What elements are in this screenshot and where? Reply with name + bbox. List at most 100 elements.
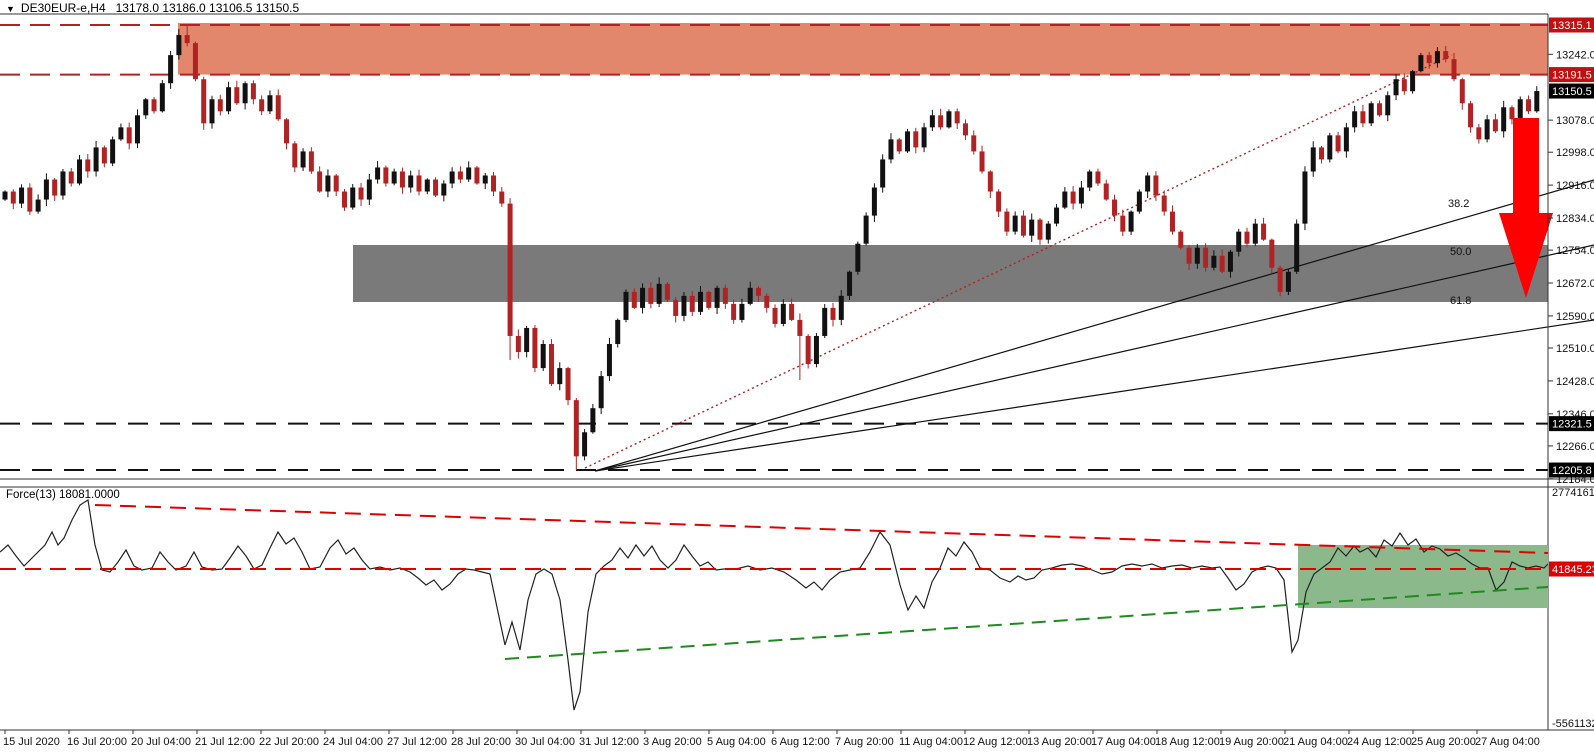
candle-body (1054, 207, 1060, 224)
candle-body (1277, 267, 1283, 292)
chart-title-bar: ▼ DE30EUR-e,H4 13178.0 13186.0 13106.5 131… (6, 1, 299, 15)
candle-body (706, 291, 712, 308)
candle-body (780, 303, 786, 324)
candle-body (1169, 211, 1175, 232)
price-badge-label: 13315.1 (1552, 20, 1592, 32)
support-zone (353, 245, 1548, 302)
candle-body (830, 307, 836, 320)
candle-body (168, 55, 174, 84)
price-tick-label: 12510.0 (1556, 343, 1594, 355)
candle-body (1534, 91, 1540, 112)
candle-body (1393, 79, 1399, 96)
candle-body (739, 303, 745, 320)
candle-body (317, 171, 323, 192)
horizontal-lines-layer (0, 24, 1548, 472)
candle-body (664, 283, 670, 300)
price-badge-label: 13150.5 (1552, 86, 1592, 98)
time-label: 30 Jul 04:00 (515, 736, 575, 748)
candle-body (673, 299, 679, 316)
time-label: 31 Jul 12:00 (579, 736, 639, 748)
candle-body (1501, 107, 1507, 132)
candle-body (764, 295, 770, 308)
indicator-value-badge-label: 41845.23 (1552, 564, 1594, 576)
symbol-period-label: DE30EUR-e,H4 (20, 1, 106, 15)
candle-body (284, 119, 290, 144)
candle-body (615, 319, 621, 344)
candle-body (1376, 103, 1382, 116)
candle-body (242, 83, 248, 104)
candle-body (366, 179, 372, 200)
candle-body (1037, 219, 1043, 240)
candle-body (1145, 175, 1151, 192)
candle-body (292, 143, 298, 168)
candle-body (341, 191, 347, 208)
candle-body (755, 287, 761, 296)
candle-body (1294, 223, 1300, 272)
candle-body (118, 127, 124, 140)
price-tick-label: 12266.0 (1556, 441, 1594, 453)
candle-body (1211, 255, 1217, 268)
time-label: 24 Aug 12:00 (1347, 736, 1412, 748)
candle-body (2, 191, 8, 200)
time-label: 15 Jul 2020 (3, 736, 60, 748)
candle-body (350, 187, 356, 208)
candle-body (52, 179, 58, 196)
time-label: 20 Jul 04:00 (131, 736, 191, 748)
candle-body (557, 368, 563, 385)
candle-body (838, 295, 844, 320)
candle-body (971, 135, 977, 152)
candle-body (1062, 191, 1068, 208)
candle-body (805, 335, 811, 365)
candle-body (466, 167, 472, 180)
chart-dropdown-icon[interactable]: ▼ (6, 4, 15, 14)
candle-body (532, 327, 538, 369)
candle-body (979, 151, 985, 172)
candle-body (507, 203, 513, 336)
time-label: 18 Aug 12:00 (1155, 736, 1220, 748)
candle-body (987, 171, 993, 192)
candle-body (1186, 247, 1192, 264)
candle-body (871, 187, 877, 216)
candle-body (722, 287, 728, 304)
candle-body (1136, 191, 1142, 212)
candle-body (391, 171, 397, 184)
time-label: 17 Aug 04:00 (1091, 736, 1156, 748)
candle-body (375, 167, 381, 180)
candle-body (151, 99, 157, 112)
candle-body (1468, 103, 1474, 128)
candle-body (573, 400, 579, 457)
candle-body (1285, 271, 1291, 292)
candle-body (946, 111, 952, 128)
candle-body (1269, 239, 1275, 268)
candle-body (540, 343, 546, 369)
indicator-layer: 41845.23 (0, 499, 1594, 711)
price-tick-label: 13078.0 (1556, 115, 1594, 127)
candle-body (813, 335, 819, 365)
candle-body (259, 99, 265, 112)
time-label: 5 Aug 04:00 (707, 736, 766, 748)
price-tick-label: 12998.0 (1556, 147, 1594, 159)
time-label: 21 Aug 04:00 (1283, 736, 1348, 748)
time-axis-layer: 15 Jul 2020 16 Jul 20:00 20 Jul 04:00 21 Ju… (3, 730, 1540, 748)
candle-body (1219, 255, 1225, 272)
price-tick-label: 12428.0 (1556, 376, 1594, 388)
candle-body (1029, 219, 1035, 236)
time-label: 21 Jul 12:00 (195, 736, 255, 748)
candle-body (747, 287, 753, 304)
fib-fan-line (594, 319, 1594, 472)
price-badge-label: 12205.8 (1552, 465, 1592, 477)
candle-body (358, 187, 364, 200)
candle-body (515, 335, 521, 353)
ohlc-quote-line: 13178.0 13186.0 13106.5 13150.5 (115, 1, 300, 15)
candle-body (308, 151, 314, 172)
candle-body (1343, 127, 1349, 152)
green-rising-trendline (504, 586, 1549, 660)
time-label: 3 Aug 20:00 (643, 736, 702, 748)
candle-body (499, 191, 505, 204)
candle-body (1418, 55, 1424, 72)
candle-body (582, 432, 588, 457)
candle-body (101, 147, 107, 164)
candle-body (424, 179, 430, 192)
